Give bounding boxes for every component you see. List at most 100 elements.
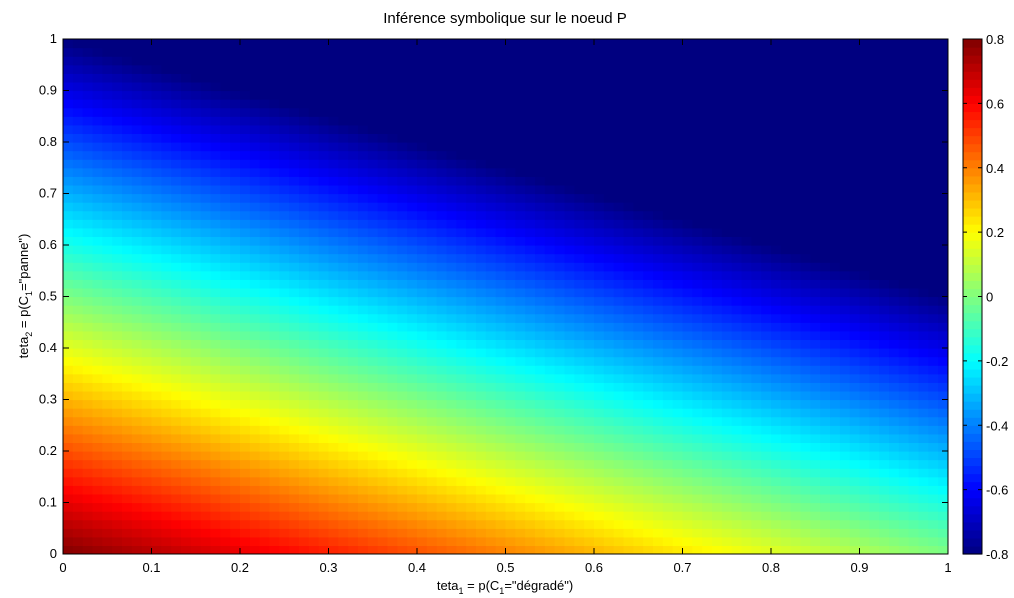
heatmap-cell (712, 390, 723, 401)
heatmap-cell (82, 528, 94, 538)
heatmap-cell (869, 133, 880, 143)
heatmap-cell (623, 219, 634, 229)
heatmap-cell (72, 322, 84, 332)
heatmap-cell (151, 116, 162, 126)
heatmap-cell (426, 116, 438, 126)
heatmap-cell (436, 365, 448, 375)
heatmap-cell (849, 305, 861, 315)
heatmap-cell (190, 451, 202, 461)
heatmap-cell (171, 305, 182, 315)
heatmap-cell (751, 116, 762, 126)
heatmap-cell (731, 373, 743, 383)
heatmap-cell (839, 330, 851, 341)
heatmap-cell (377, 133, 389, 143)
heatmap-cell (407, 219, 418, 229)
heatmap-cell (72, 476, 84, 486)
heatmap-cell (417, 519, 428, 529)
heatmap-cell (790, 90, 802, 100)
heatmap-cell (830, 99, 841, 109)
heatmap-cell (476, 184, 487, 195)
heatmap-cell (72, 90, 84, 100)
heatmap-cell (279, 493, 290, 504)
heatmap-cell (643, 339, 654, 349)
heatmap-cell (476, 219, 487, 229)
heatmap-cell (171, 356, 182, 366)
heatmap-cell (466, 519, 477, 529)
heatmap-cell (279, 399, 290, 409)
heatmap-cell (102, 545, 113, 554)
heatmap-cell (367, 253, 379, 263)
heatmap-cell (525, 142, 536, 152)
heatmap-cell (623, 476, 634, 486)
heatmap-cell (820, 356, 831, 366)
heatmap-cell (259, 270, 271, 280)
heatmap-cell (171, 433, 182, 444)
heatmap-cell (122, 348, 133, 358)
heatmap-cell (102, 99, 113, 109)
heatmap-cell (466, 227, 477, 238)
heatmap-cell (249, 390, 261, 401)
heatmap-cell (800, 373, 811, 383)
heatmap-cell (348, 390, 359, 401)
heatmap-cell (131, 305, 143, 315)
heatmap-cell (348, 253, 359, 263)
heatmap-cell (348, 150, 359, 160)
heatmap-cell (200, 202, 212, 212)
heatmap-cell (387, 210, 398, 220)
heatmap-cell (820, 373, 831, 383)
heatmap-cell (200, 502, 212, 512)
heatmap-cell (190, 356, 202, 366)
heatmap-cell (358, 493, 369, 504)
heatmap-cell (249, 545, 261, 554)
heatmap-cell (397, 142, 408, 152)
heatmap-cell (623, 124, 634, 135)
heatmap-cell (662, 219, 674, 229)
heatmap-cell (653, 176, 664, 186)
heatmap-cell (92, 116, 103, 126)
heatmap-cell (820, 313, 831, 323)
heatmap-cell (780, 545, 792, 554)
heatmap-cell (426, 502, 438, 512)
chart-title: Inférence symbolique sur le noeud P (383, 10, 626, 27)
heatmap-cell (820, 365, 831, 375)
heatmap-cell (210, 296, 221, 306)
heatmap-cell (702, 459, 713, 469)
heatmap-cell (318, 305, 330, 315)
heatmap-cell (495, 330, 507, 341)
heatmap-cell (731, 459, 743, 469)
heatmap-cell (898, 511, 910, 521)
heatmap-cell (456, 202, 467, 212)
heatmap-cell (672, 502, 684, 512)
heatmap-cell (141, 442, 153, 452)
heatmap-cell (151, 73, 162, 83)
heatmap-cell (377, 382, 389, 392)
heatmap-cell (190, 322, 202, 332)
heatmap-cell (653, 210, 664, 220)
heatmap-cell (712, 313, 723, 323)
heatmap-cell (544, 476, 556, 486)
heatmap-cell (289, 193, 300, 203)
heatmap-cell (407, 159, 418, 169)
heatmap-cell (112, 90, 123, 100)
heatmap-cell (279, 339, 290, 349)
heatmap-cell (928, 107, 939, 117)
heatmap-cell (525, 348, 536, 358)
heatmap-cell (289, 73, 300, 83)
heatmap-cell (377, 433, 389, 444)
heatmap-cell (869, 485, 880, 495)
heatmap-cell (633, 313, 644, 323)
heatmap-cell (594, 511, 605, 521)
heatmap-cell (849, 245, 861, 255)
heatmap-cell (210, 365, 221, 375)
heatmap-cell (564, 107, 575, 117)
heatmap-cell (613, 279, 625, 289)
heatmap-cell (102, 270, 113, 280)
heatmap-cell (564, 236, 575, 246)
heatmap-cell (230, 142, 241, 152)
heatmap-cell (358, 81, 369, 92)
heatmap-cell (102, 167, 113, 177)
heatmap-cell (820, 81, 831, 92)
heatmap-cell (299, 279, 310, 289)
heatmap-cell (220, 322, 231, 332)
heatmap-cell (928, 485, 939, 495)
